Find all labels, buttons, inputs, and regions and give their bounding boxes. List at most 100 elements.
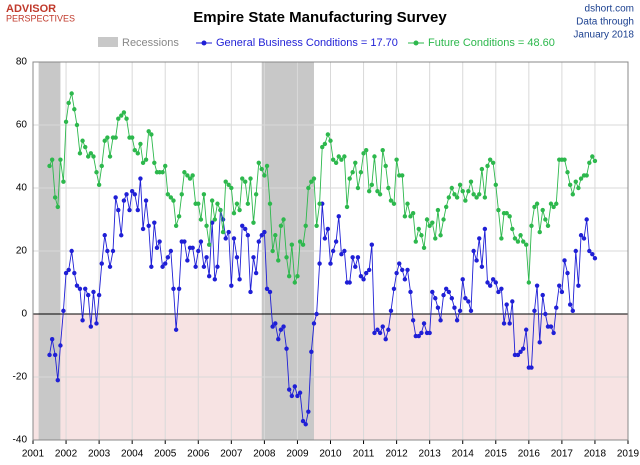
data-point bbox=[292, 280, 297, 285]
data-point bbox=[592, 256, 598, 261]
data-point bbox=[421, 321, 427, 326]
data-point bbox=[176, 214, 182, 219]
data-point bbox=[292, 384, 297, 389]
data-point bbox=[237, 277, 242, 282]
data-point bbox=[336, 214, 341, 219]
data-point bbox=[102, 138, 107, 143]
data-point bbox=[311, 176, 317, 181]
data-point bbox=[493, 280, 498, 285]
data-point bbox=[201, 264, 207, 269]
data-point bbox=[229, 185, 234, 191]
data-point bbox=[204, 255, 209, 260]
data-point bbox=[127, 207, 132, 213]
data-point bbox=[545, 223, 551, 228]
data-point bbox=[507, 321, 512, 326]
data-point bbox=[119, 113, 124, 118]
data-point bbox=[198, 239, 204, 244]
data-point bbox=[419, 330, 424, 336]
data-point bbox=[490, 277, 496, 282]
data-point bbox=[198, 217, 204, 222]
data-point bbox=[479, 166, 485, 172]
data-point bbox=[72, 270, 77, 276]
x-tick-label: 2012 bbox=[385, 449, 408, 460]
x-tick-label: 2013 bbox=[419, 449, 442, 460]
data-point bbox=[565, 270, 570, 276]
data-point bbox=[562, 157, 567, 162]
data-point bbox=[138, 176, 143, 181]
x-tick-label: 2010 bbox=[319, 449, 342, 460]
data-point bbox=[237, 207, 242, 213]
data-point bbox=[74, 122, 80, 128]
y-tick-label: -20 bbox=[13, 372, 28, 383]
data-point bbox=[309, 349, 314, 354]
data-point bbox=[149, 132, 154, 137]
data-point bbox=[146, 223, 151, 228]
data-point bbox=[499, 236, 504, 241]
data-point bbox=[521, 346, 526, 351]
data-point bbox=[204, 223, 209, 228]
data-point bbox=[532, 204, 537, 210]
data-point bbox=[377, 330, 383, 336]
data-point bbox=[375, 327, 380, 332]
x-tick-label: 2009 bbox=[286, 449, 309, 460]
x-tick-label: 2004 bbox=[121, 449, 144, 460]
data-point bbox=[281, 324, 286, 329]
plot-border bbox=[32, 61, 629, 441]
data-point bbox=[58, 343, 63, 348]
data-point bbox=[91, 289, 96, 295]
data-point bbox=[121, 198, 127, 203]
data-point bbox=[485, 280, 490, 285]
data-point bbox=[366, 188, 372, 194]
data-point bbox=[303, 422, 308, 427]
data-point bbox=[457, 182, 463, 188]
data-point bbox=[355, 185, 361, 191]
y-tick-label: -40 bbox=[13, 435, 28, 446]
data-point bbox=[88, 151, 94, 156]
data-point bbox=[223, 179, 228, 184]
data-point bbox=[466, 299, 471, 304]
data-point bbox=[372, 330, 377, 336]
data-point bbox=[173, 223, 179, 228]
data-point bbox=[160, 170, 165, 175]
x-tick-label: 2002 bbox=[55, 449, 78, 460]
data-point bbox=[487, 157, 493, 162]
data-point bbox=[419, 233, 424, 238]
y-tick-label: 60 bbox=[16, 120, 28, 131]
data-point bbox=[61, 179, 66, 184]
data-point bbox=[278, 223, 284, 228]
data-point bbox=[110, 248, 116, 254]
data-point bbox=[80, 138, 85, 143]
data-point bbox=[383, 337, 388, 342]
data-point bbox=[245, 201, 251, 206]
data-point bbox=[416, 226, 421, 232]
data-point bbox=[518, 349, 523, 354]
data-point bbox=[471, 248, 476, 254]
data-point bbox=[149, 264, 154, 269]
data-point bbox=[336, 154, 341, 159]
data-point bbox=[587, 160, 592, 165]
data-point bbox=[295, 274, 300, 279]
data-point bbox=[262, 229, 267, 235]
data-point bbox=[61, 308, 66, 314]
data-point bbox=[229, 283, 234, 288]
data-point bbox=[276, 258, 281, 263]
data-point bbox=[259, 166, 264, 172]
y-tick-label: 0 bbox=[21, 309, 27, 320]
brand-line2: PERSPECTIVES bbox=[6, 13, 75, 23]
data-point bbox=[449, 185, 455, 191]
data-point bbox=[515, 352, 521, 358]
data-point bbox=[297, 239, 303, 244]
data-point bbox=[576, 185, 581, 191]
data-point bbox=[256, 239, 261, 244]
x-tick-label: 2006 bbox=[187, 449, 210, 460]
data-point bbox=[590, 154, 595, 159]
data-point bbox=[551, 204, 556, 210]
data-point bbox=[526, 280, 532, 285]
data-point bbox=[490, 160, 496, 165]
data-point bbox=[77, 151, 83, 156]
data-point bbox=[537, 229, 542, 235]
data-point bbox=[394, 270, 399, 276]
data-point bbox=[383, 163, 388, 169]
data-point bbox=[435, 207, 441, 213]
